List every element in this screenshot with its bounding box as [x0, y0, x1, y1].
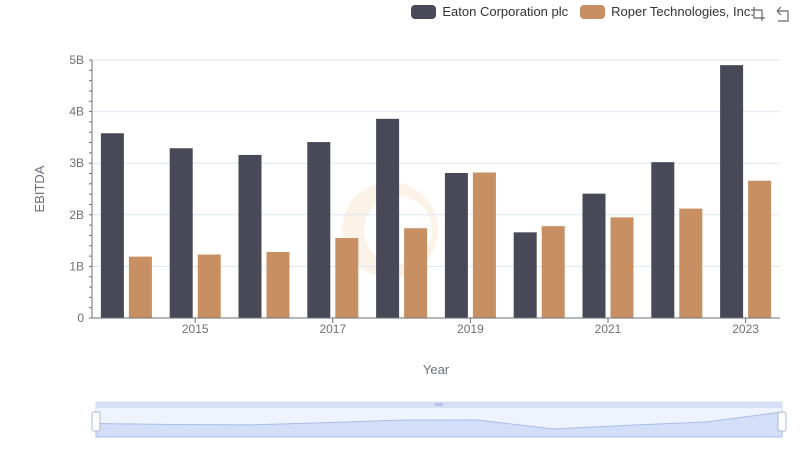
data-zoom-preview	[95, 411, 783, 438]
bar-eaton-2017	[307, 142, 331, 318]
y-tick-label: 2B	[69, 208, 84, 222]
bar-roper-2017	[335, 238, 359, 318]
bar-eaton-2016	[238, 154, 262, 318]
data-zoom-move-handle[interactable]	[435, 403, 443, 406]
bars	[100, 65, 772, 318]
y-tick-label: 4B	[69, 105, 84, 119]
x-tick-label: 2015	[182, 322, 209, 336]
legend-label-roper: Roper Technologies, Inc.	[611, 4, 754, 19]
bar-roper-2016	[266, 251, 290, 318]
bar-roper-2014	[128, 256, 152, 318]
bar-roper-2018	[404, 228, 428, 318]
bar-roper-2022	[679, 208, 703, 318]
bar-eaton-2020	[513, 232, 537, 318]
legend-item-eaton[interactable]: Eaton Corporation plc	[411, 4, 568, 19]
x-tick-label: 2019	[457, 322, 484, 336]
bar-eaton-2021	[582, 193, 606, 318]
restore-icon[interactable]	[774, 6, 790, 22]
x-tick-label: 2021	[595, 322, 622, 336]
legend-swatch-eaton	[411, 4, 437, 19]
legend-item-roper[interactable]: Roper Technologies, Inc.	[580, 4, 754, 19]
legend: Eaton Corporation plc Roper Technologies…	[411, 4, 754, 19]
bar-roper-2019	[472, 172, 496, 318]
legend-label-eaton: Eaton Corporation plc	[442, 4, 569, 19]
y-tick-label: 5B	[69, 53, 84, 67]
bar-eaton-2019	[444, 173, 468, 318]
x-axis-label: Year	[423, 362, 450, 377]
y-tick-label: 1B	[69, 259, 84, 273]
bar-roper-2021	[610, 217, 634, 318]
bar-eaton-2022	[651, 162, 675, 318]
bar-roper-2015	[197, 254, 221, 318]
data-zoom-slider[interactable]	[91, 401, 787, 438]
y-axis-label: EBITDA	[32, 165, 47, 212]
y-tick-label: 0	[77, 311, 84, 325]
x-tick-label: 2023	[732, 322, 759, 336]
bar-eaton-2015	[169, 148, 193, 318]
zoom-icon[interactable]	[750, 6, 766, 22]
axes: 0 1B 2B 3B 4B 5B 2015 2017 2019 2021 2023	[69, 53, 780, 336]
bar-eaton-2023	[720, 65, 744, 318]
data-zoom-handle-right[interactable]	[777, 411, 787, 432]
x-tick-label: 2017	[319, 322, 346, 336]
y-tick-label: 3B	[69, 156, 84, 170]
bar-roper-2023	[748, 180, 772, 318]
legend-swatch-roper	[580, 4, 606, 19]
bar-eaton-2014	[100, 133, 124, 318]
bar-eaton-2018	[376, 118, 400, 318]
data-zoom-handle-left[interactable]	[91, 411, 101, 432]
toolbox	[750, 6, 790, 22]
bar-roper-2020	[541, 226, 565, 318]
